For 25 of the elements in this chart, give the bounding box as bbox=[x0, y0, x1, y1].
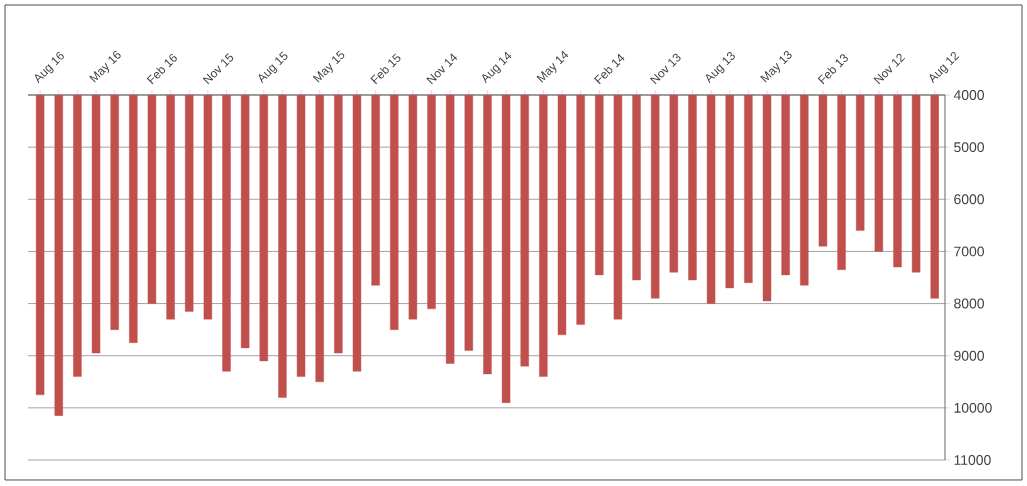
x-tick-label: Nov 12 bbox=[873, 53, 906, 85]
x-tick-label: May 16 bbox=[89, 51, 121, 83]
x-tick-label: Aug 16 bbox=[34, 51, 64, 84]
y-tick-label: 5000 bbox=[954, 142, 985, 153]
y-tick-label: 9000 bbox=[954, 350, 985, 361]
y-tick-label: 8000 bbox=[954, 298, 985, 309]
y-tick-label: 10000 bbox=[954, 402, 992, 413]
y-tick-label: 7000 bbox=[954, 246, 985, 257]
x-tick-label: Feb 14 bbox=[594, 53, 625, 85]
x-tick-label: Feb 16 bbox=[146, 54, 177, 85]
y-tick-label: 11000 bbox=[954, 455, 991, 465]
x-tick-label: Nov 15 bbox=[202, 53, 234, 85]
x-tick-label: Nov 14 bbox=[426, 53, 458, 85]
x-tick-label: Aug 15 bbox=[258, 51, 288, 84]
y-tick-label: 6000 bbox=[954, 194, 985, 205]
x-tick-label: May 13 bbox=[760, 51, 792, 83]
x-tick-label: May 15 bbox=[312, 50, 345, 83]
x-tick-label: Aug 13 bbox=[705, 52, 735, 84]
x-tick-label: Nov 13 bbox=[649, 53, 681, 85]
x-tick-label: Aug 14 bbox=[482, 51, 512, 84]
x-tick-label: Aug 12 bbox=[929, 51, 960, 84]
y-tick-label: 4000 bbox=[953, 90, 985, 100]
x-tick-label: Feb 15 bbox=[370, 53, 401, 85]
x-tick-label: May 14 bbox=[536, 50, 569, 83]
x-tick-label: Feb 13 bbox=[817, 54, 848, 85]
